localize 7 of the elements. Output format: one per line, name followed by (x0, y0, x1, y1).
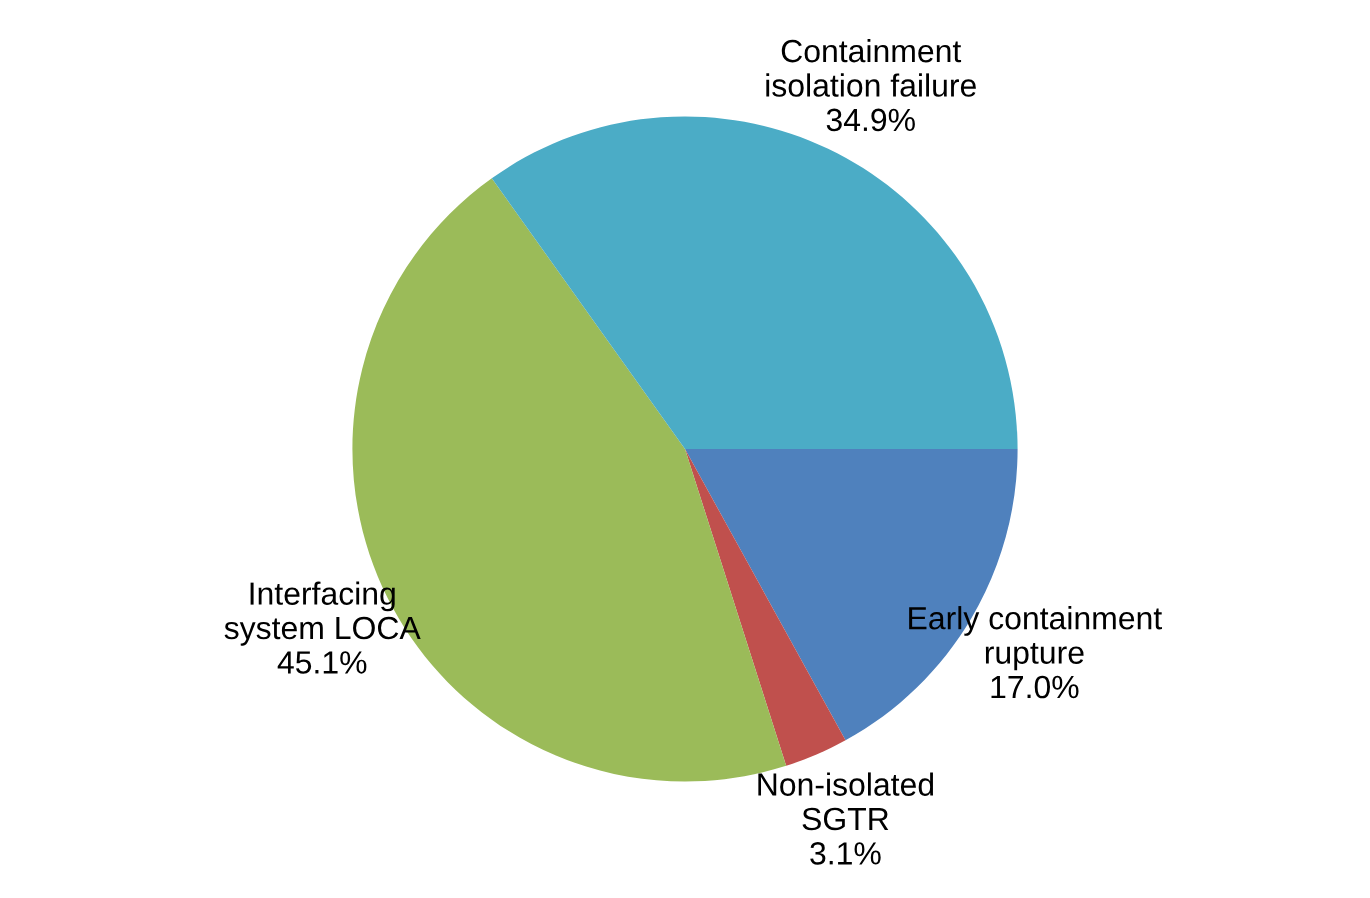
slice-label: Containment isolation failure (766, 38, 976, 97)
data-label: 34.9% (826, 108, 915, 132)
pie-slice (685, 449, 846, 766)
data-label: 17.0% (991, 675, 1079, 699)
data-label: 45.1% (277, 651, 367, 674)
data-label: 3.1% (810, 842, 881, 865)
slice-label: Non-isolated SGTR (758, 772, 934, 831)
